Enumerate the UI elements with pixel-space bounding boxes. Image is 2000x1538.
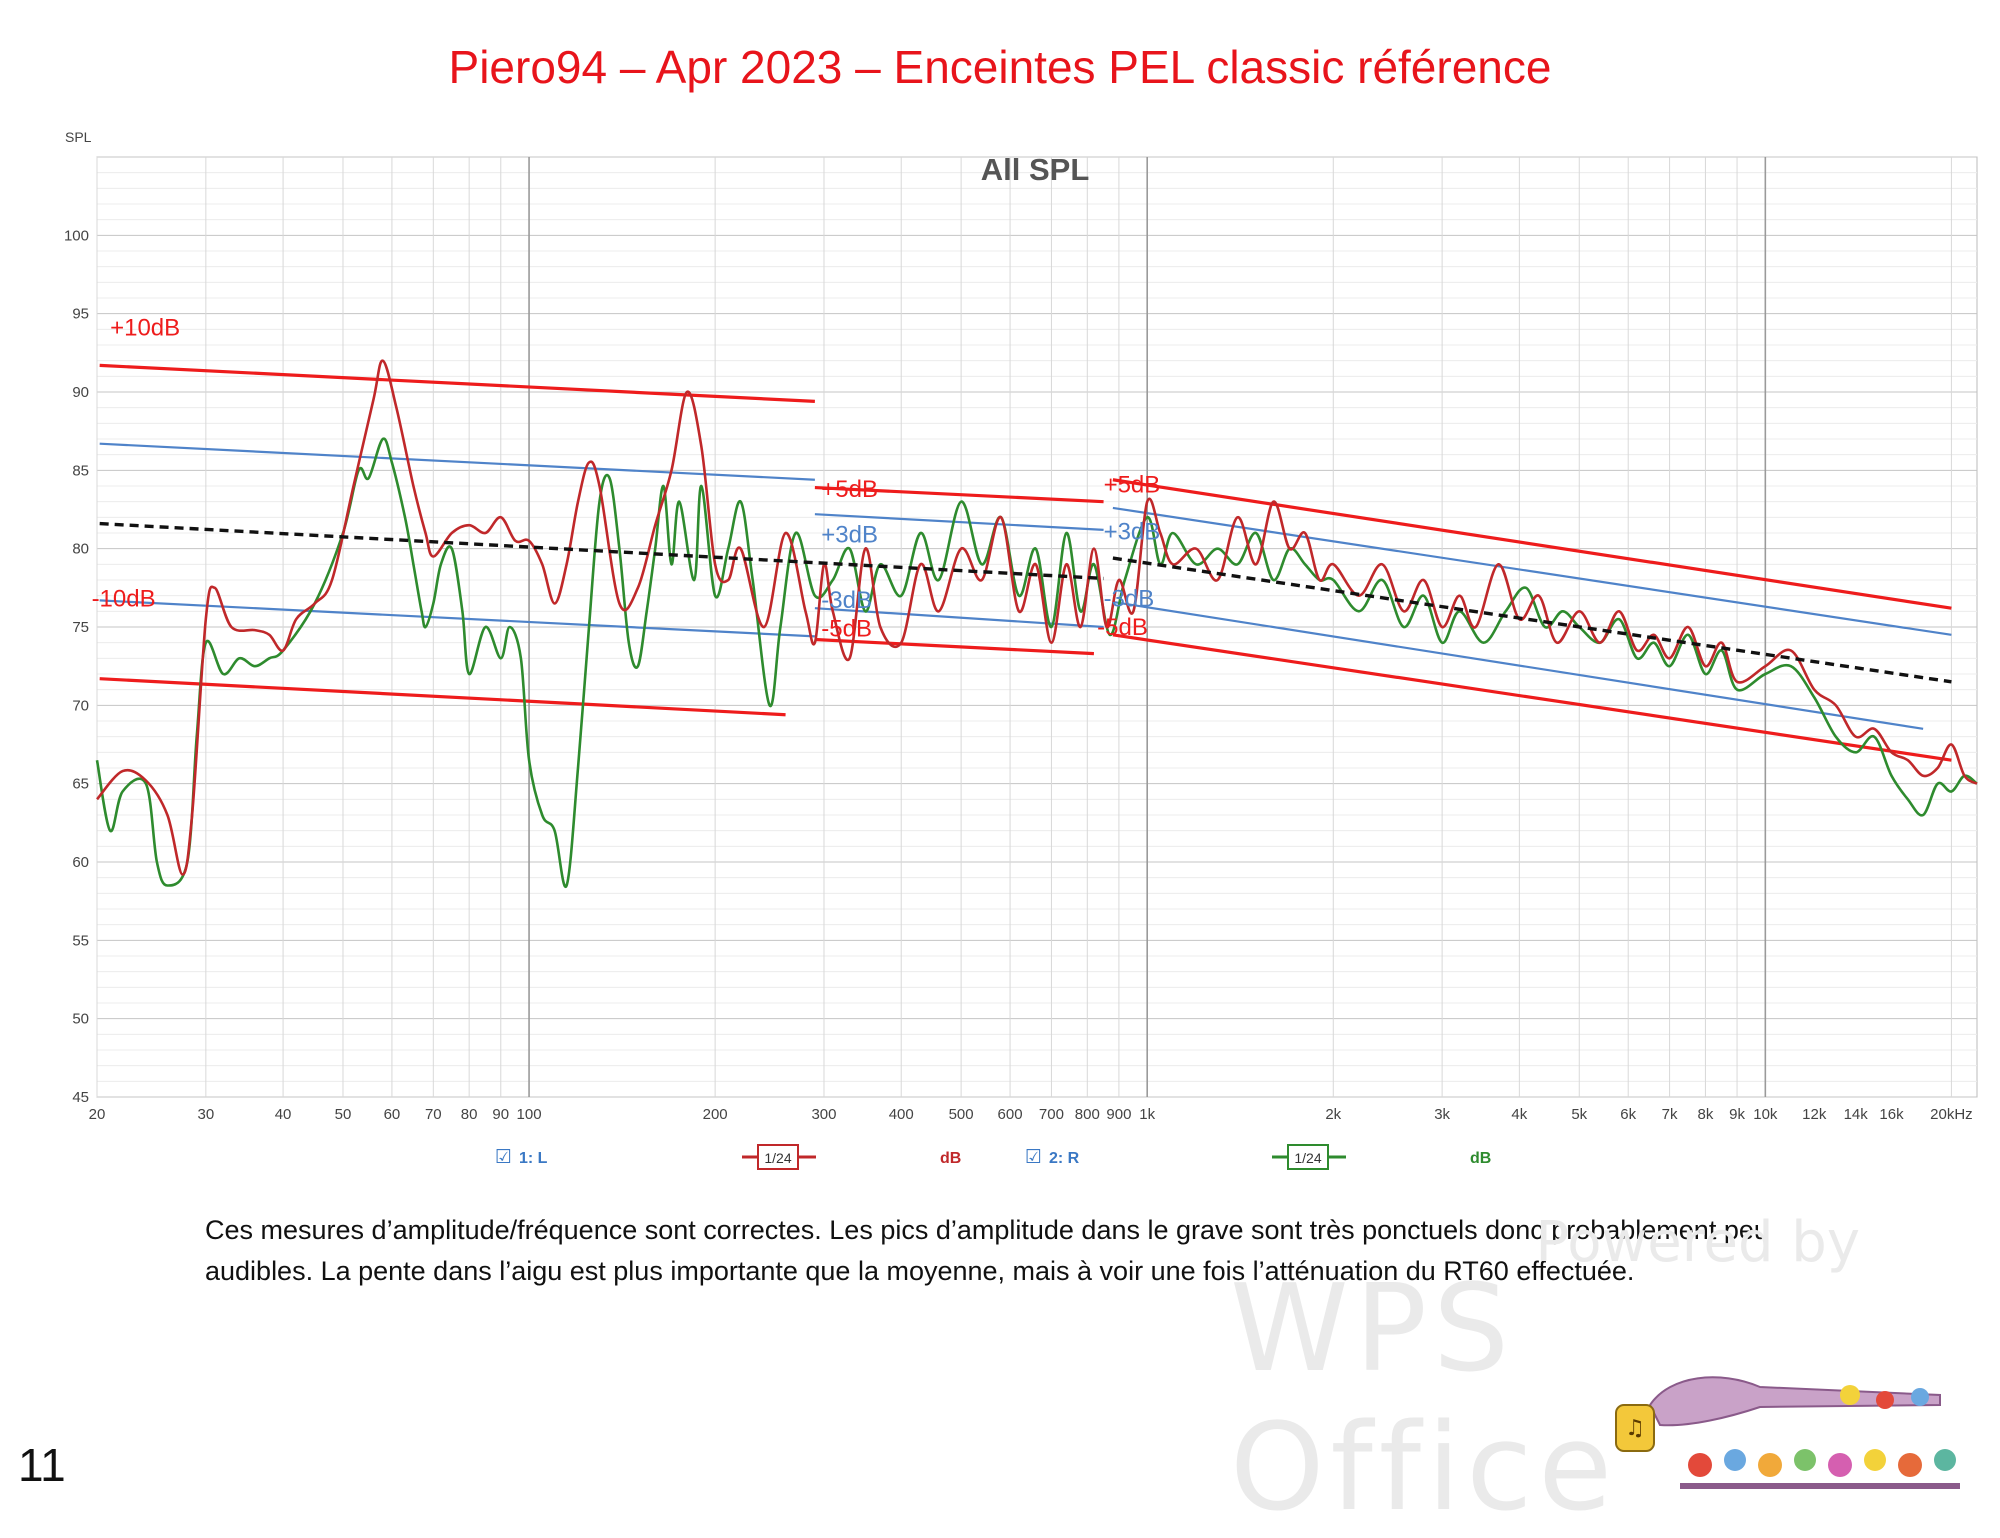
envelope-line-5db bbox=[1112, 478, 1952, 610]
x-tick-label: 3k bbox=[1434, 1106, 1450, 1123]
x-tick-label: 8k bbox=[1698, 1106, 1714, 1123]
x-tick-label: 90 bbox=[492, 1106, 509, 1123]
chart-series bbox=[95, 359, 1978, 889]
legend-unit: dB bbox=[940, 1150, 961, 1167]
trend-line bbox=[1112, 556, 1952, 684]
chart-title: All SPL bbox=[981, 152, 1090, 187]
db-annotation: +5dB bbox=[1104, 471, 1161, 498]
x-tick-label: 700 bbox=[1039, 1106, 1064, 1123]
y-tick-label: 65 bbox=[72, 776, 89, 793]
db-annotation: +10dB bbox=[110, 315, 180, 342]
db-annotation: +3dB bbox=[1104, 518, 1161, 545]
db-annotation: -3dB bbox=[821, 587, 872, 614]
db-annotation: -3dB bbox=[1104, 586, 1155, 613]
legend-smoothing-box bbox=[757, 1144, 799, 1170]
db-annotation: -5dB bbox=[821, 615, 872, 642]
watermark-line1: Powered by bbox=[1535, 1210, 1860, 1275]
y-tick-label: 90 bbox=[72, 384, 89, 401]
x-tick-label: 10k bbox=[1753, 1106, 1778, 1123]
db-annotation: +3dB bbox=[821, 521, 878, 548]
legend-label: 2: R bbox=[1049, 1150, 1080, 1167]
x-tick-label: 600 bbox=[998, 1106, 1023, 1123]
y-tick-label: 60 bbox=[72, 854, 89, 871]
x-tick-label: 12k bbox=[1802, 1106, 1827, 1123]
x-tick-label: 300 bbox=[811, 1106, 836, 1123]
x-tick-label: 9k bbox=[1729, 1106, 1745, 1123]
legend-smoothing-label: 1/24 bbox=[1294, 1150, 1321, 1166]
legend-label: 1: L bbox=[519, 1150, 548, 1167]
envelope-line-3db bbox=[99, 442, 815, 481]
x-tick-label: 900 bbox=[1106, 1106, 1131, 1123]
caption-text: Ces mesures d’amplitude/fréquence sont c… bbox=[205, 1215, 1769, 1286]
legend-smoothing-box bbox=[1287, 1144, 1329, 1170]
y-tick-label: 50 bbox=[72, 1011, 89, 1028]
logo-badge bbox=[1615, 1404, 1655, 1452]
legend-smoothing-label: 1/24 bbox=[764, 1150, 791, 1166]
x-tick-label: 14k bbox=[1844, 1106, 1869, 1123]
x-tick-label: 4k bbox=[1511, 1106, 1527, 1123]
x-tick-label: 60 bbox=[384, 1106, 401, 1123]
envelope-line-5db bbox=[1112, 633, 1952, 762]
x-tick-label: 1k bbox=[1139, 1106, 1155, 1123]
y-tick-label: 70 bbox=[72, 697, 89, 714]
y-tick-label: 100 bbox=[64, 227, 89, 244]
x-tick-label: 2k bbox=[1325, 1106, 1341, 1123]
y-tick-label: 95 bbox=[72, 306, 89, 323]
envelope-line-3db bbox=[1112, 506, 1952, 636]
envelope-line-3db bbox=[814, 513, 1104, 531]
series-line-l bbox=[96, 359, 1978, 876]
envelope-line-5db bbox=[99, 677, 786, 717]
envelope-line-3db bbox=[99, 599, 815, 638]
y-tick-label: 55 bbox=[72, 932, 89, 949]
trend-line bbox=[99, 521, 1104, 581]
x-tick-label: 20kHz bbox=[1930, 1106, 1973, 1123]
svg-text:♫: ♫ bbox=[1625, 1416, 1645, 1441]
x-tick-label: 200 bbox=[703, 1106, 728, 1123]
envelope-line-3db bbox=[1112, 600, 1924, 730]
slide-title: Piero94 – Apr 2023 – Enceintes PEL class… bbox=[448, 41, 1552, 93]
envelope-line-5db bbox=[814, 485, 1104, 504]
chart-axes: 45 50 55 60 65 70 75 80 85 90 95 100 20 30 40 50 60 70 80 9… bbox=[64, 227, 1973, 1123]
x-tick-label: 80 bbox=[461, 1106, 478, 1123]
chart-annotations: +10dB-10dB+5dB+3dB-3dB-5dB+5dB+3dB-3dB-5… bbox=[92, 315, 1161, 643]
legend-checkbox: ☑ bbox=[495, 1146, 512, 1168]
x-tick-label: 30 bbox=[198, 1106, 215, 1123]
x-tick-label: 5k bbox=[1571, 1106, 1587, 1123]
y-axis-label: SPL bbox=[65, 129, 92, 145]
legend-checkbox: ☑ bbox=[1025, 1146, 1042, 1168]
x-tick-label: 70 bbox=[425, 1106, 442, 1123]
x-tick-label: 100 bbox=[517, 1106, 542, 1123]
x-tick-label: 500 bbox=[949, 1106, 974, 1123]
page-number: 11 bbox=[18, 1439, 66, 1491]
tolerance-envelopes bbox=[99, 363, 1952, 762]
x-tick-label: 6k bbox=[1620, 1106, 1636, 1123]
legend-unit: dB bbox=[1470, 1150, 1491, 1167]
x-tick-label: 40 bbox=[275, 1106, 292, 1123]
db-annotation: -10dB bbox=[92, 586, 156, 613]
x-tick-label: 16k bbox=[1879, 1106, 1904, 1123]
x-tick-label: 400 bbox=[889, 1106, 914, 1123]
db-annotation: -5dB bbox=[1097, 614, 1148, 641]
trumpet-shape bbox=[1648, 1376, 1941, 1427]
x-tick-label: 7k bbox=[1662, 1106, 1678, 1123]
envelope-line-5db bbox=[814, 637, 1095, 656]
y-tick-label: 80 bbox=[72, 541, 89, 558]
y-tick-label: 75 bbox=[72, 619, 89, 636]
trend-lines bbox=[99, 521, 1952, 684]
chart-legend: ☑ 1: L 1/24 dB ☑ 2: R 1/24 dB bbox=[495, 1144, 1491, 1170]
x-tick-label: 50 bbox=[335, 1106, 352, 1123]
spl-chart: 45 50 55 60 65 70 75 80 85 90 95 100 20 30 40 50 60 70 80 9… bbox=[64, 129, 1978, 1170]
y-tick-label: 85 bbox=[72, 462, 89, 479]
x-tick-label: 20 bbox=[89, 1106, 106, 1123]
music-club-logo: ♫ bbox=[1615, 1376, 1960, 1489]
envelope-line-5db bbox=[99, 363, 815, 403]
x-tick-label: 800 bbox=[1075, 1106, 1100, 1123]
db-annotation: +5dB bbox=[821, 476, 878, 503]
y-tick-label: 45 bbox=[72, 1089, 89, 1106]
series-line-r bbox=[95, 437, 1978, 889]
chart-grid bbox=[96, 156, 1978, 1098]
